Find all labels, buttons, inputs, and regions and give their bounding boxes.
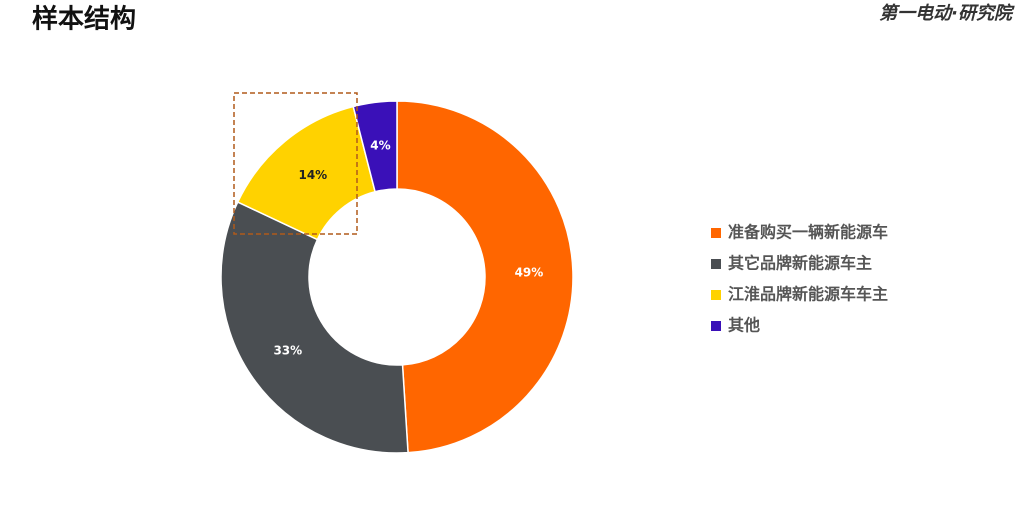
legend-swatch — [711, 259, 721, 269]
legend-swatch — [711, 228, 721, 238]
highlight-box — [233, 92, 358, 235]
value-label: 49% — [515, 265, 544, 279]
legend-swatch — [711, 321, 721, 331]
donut-slice — [352, 100, 398, 193]
slide-title: 样本结构 — [32, 4, 136, 35]
value-label: 33% — [273, 344, 302, 358]
legend-label: 其他 — [728, 316, 760, 335]
logo: 第一电动·研究院 — [879, 3, 1015, 24]
donut-slice — [236, 105, 377, 241]
legend-label: 江淮品牌新能源车车主 — [728, 285, 888, 304]
donut-slice — [220, 201, 409, 454]
donut-slice — [396, 100, 574, 454]
donut: 49% 33% 14% 4% — [220, 100, 574, 454]
value-label: 14% — [298, 168, 327, 182]
legend-swatch — [711, 290, 721, 300]
legend-label: 准备购买一辆新能源车 — [728, 223, 888, 242]
legend-label: 其它品牌新能源车主 — [728, 254, 872, 273]
value-label: 4% — [370, 139, 390, 153]
